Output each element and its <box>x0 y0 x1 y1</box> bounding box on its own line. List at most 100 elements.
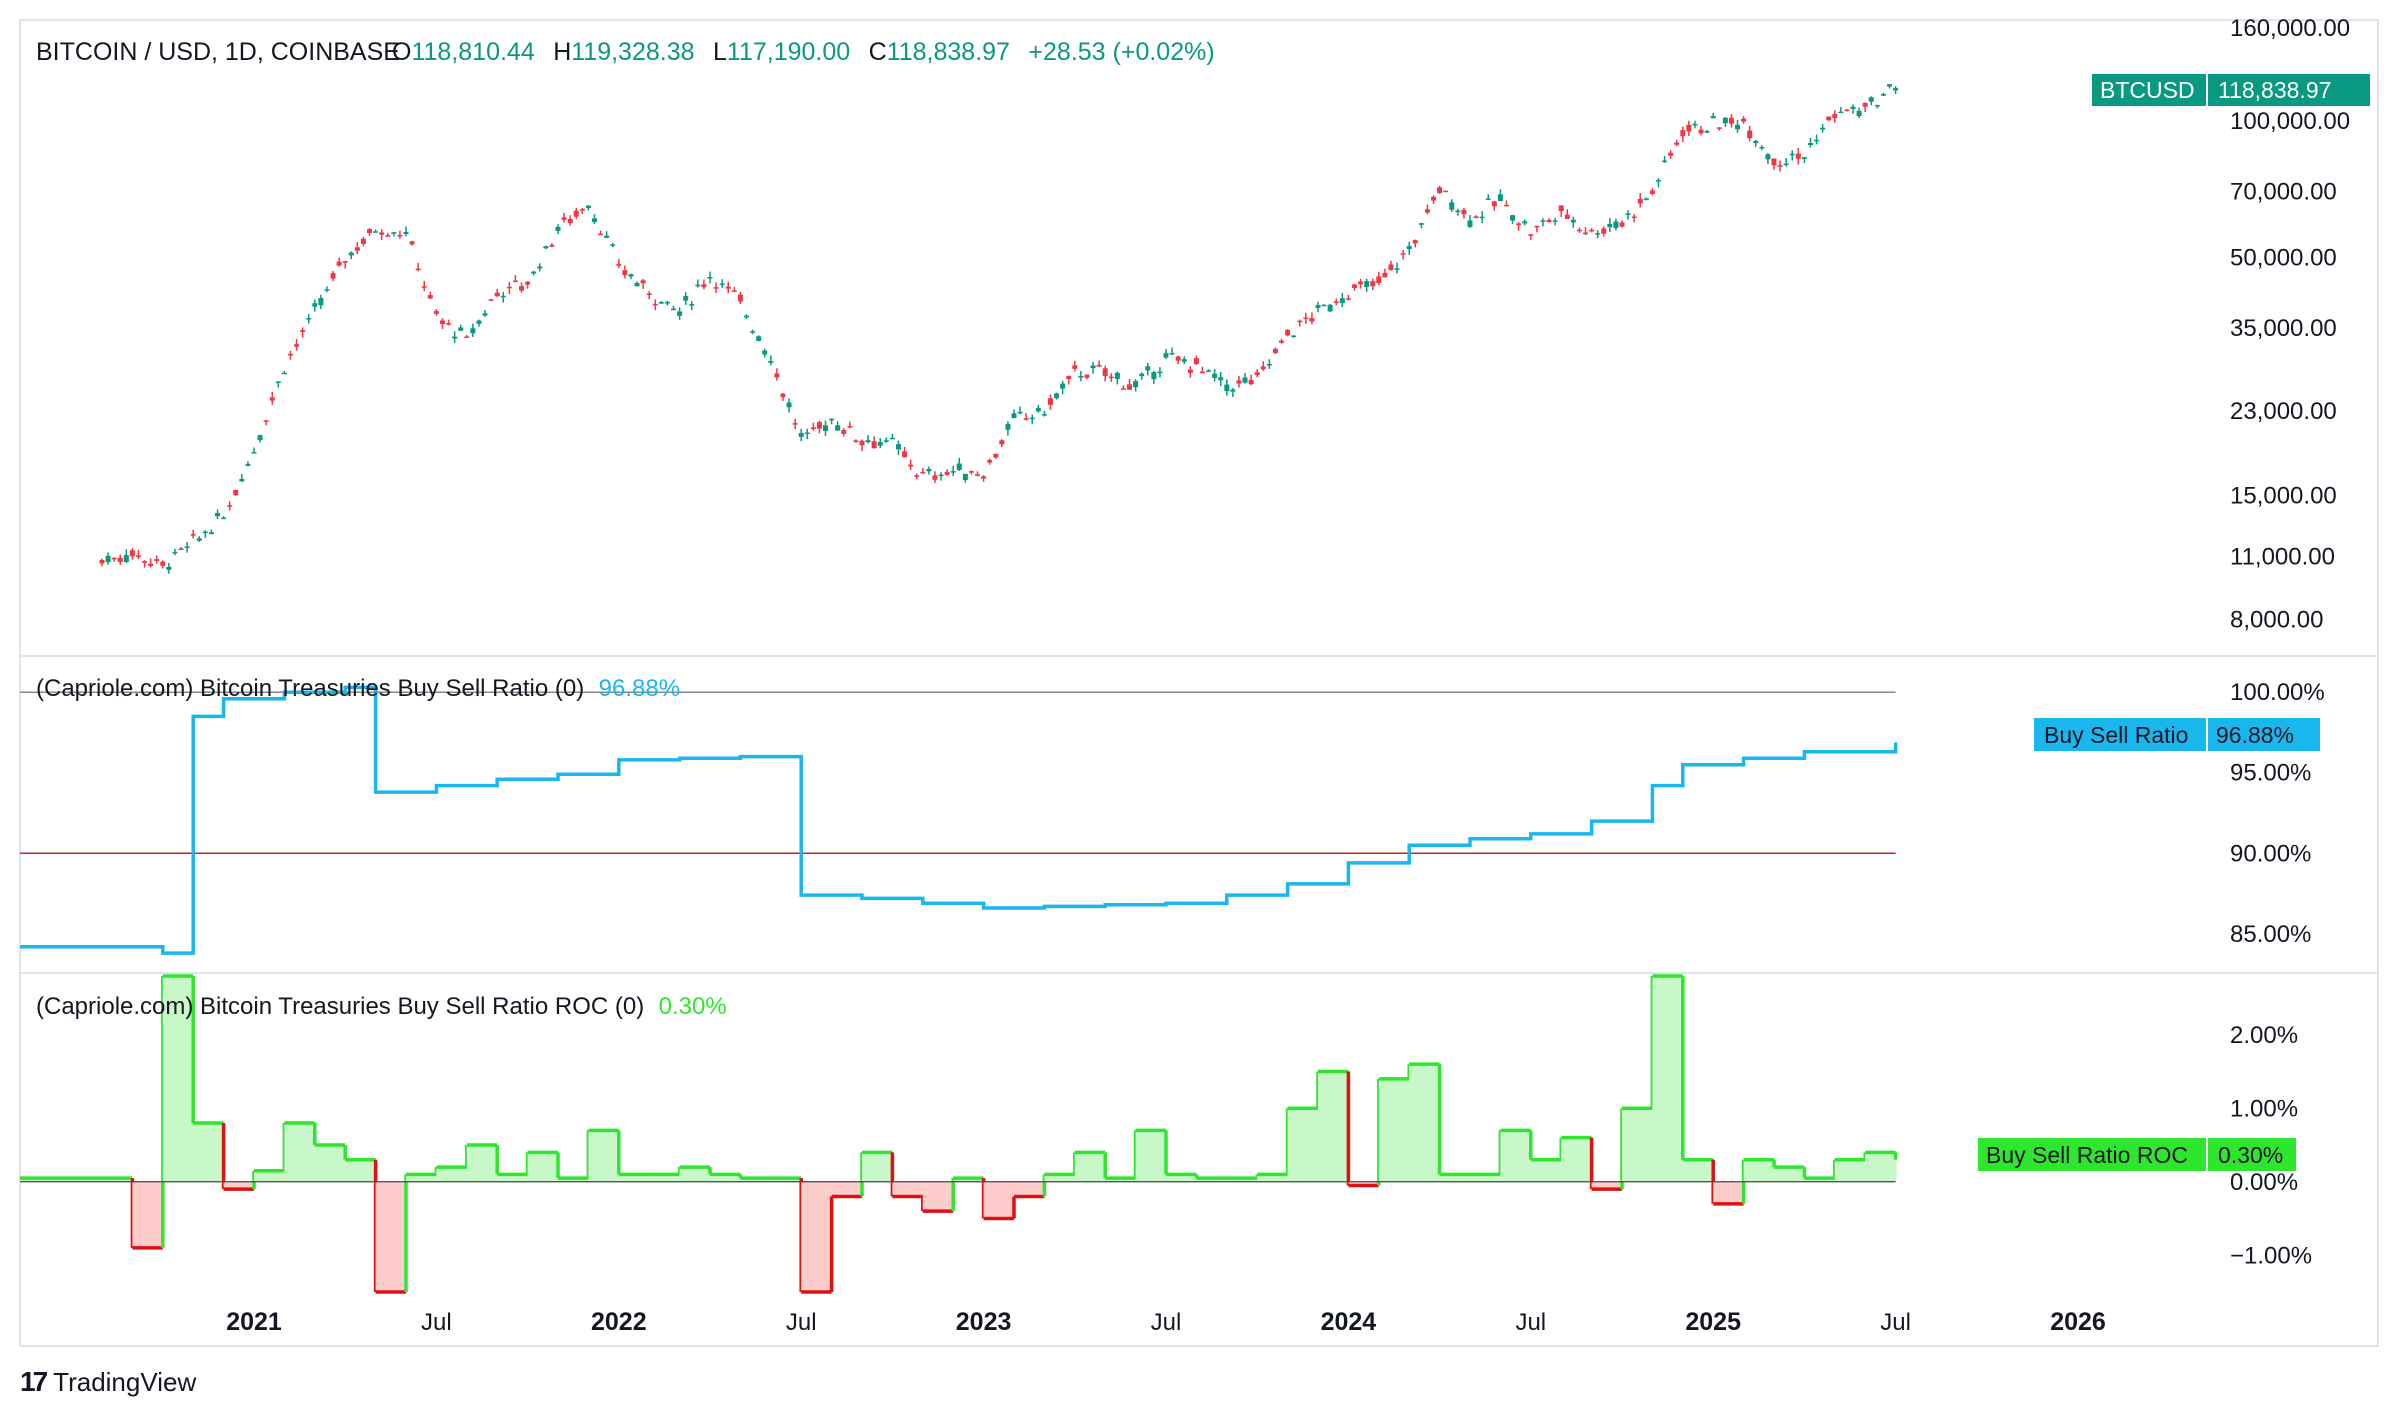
candle-body <box>1455 210 1461 213</box>
roc-area-segment <box>1135 1130 1166 1182</box>
candle-body <box>1534 225 1540 228</box>
candle-body <box>1874 104 1880 107</box>
candle-body <box>1741 118 1747 122</box>
roc-tag[interactable]: Buy Sell Ratio ROC 0.30% <box>1978 1138 2296 1171</box>
candle-body <box>354 247 360 251</box>
candle-body <box>391 232 397 234</box>
ratio-axis[interactable]: 100.00% 95.00% 90.00% 85.00% <box>2230 679 2325 948</box>
candle-body <box>1333 301 1339 303</box>
candle-body <box>1181 359 1187 362</box>
candle-body <box>1552 220 1558 222</box>
roc-area-segment <box>193 1122 224 1182</box>
candle-body <box>294 344 300 347</box>
candle-body <box>1266 364 1272 366</box>
time-tick-3: Jul <box>786 1309 817 1336</box>
candle-body <box>1759 146 1765 149</box>
candle-body <box>549 244 555 247</box>
candle-body <box>525 281 531 285</box>
candle-body <box>1467 220 1473 227</box>
candle-body <box>1248 379 1254 385</box>
candle-body <box>652 303 658 306</box>
tradingview-brand[interactable]: 17 TradingView <box>20 1366 196 1398</box>
candle-body <box>713 287 719 289</box>
price-pane[interactable] <box>99 83 1899 574</box>
roc-area-segment <box>1561 1137 1592 1182</box>
roc-area-segment <box>466 1145 498 1182</box>
price-tag[interactable]: BTCUSD 118,838.97 <box>2092 74 2370 106</box>
candle-body <box>1260 366 1266 370</box>
candle-body <box>233 489 239 496</box>
candle-body <box>944 471 950 475</box>
ratio-tick-2: 90.00% <box>2230 840 2311 867</box>
ratio-tag-name: Buy Sell Ratio <box>2044 722 2188 748</box>
candle-body <box>1041 414 1047 416</box>
ratio-pane[interactable] <box>20 685 1898 955</box>
candle-body <box>373 231 379 233</box>
candle-body <box>786 402 792 408</box>
candle-body <box>1303 317 1309 320</box>
candle-body <box>1795 153 1801 159</box>
candle-body <box>1212 373 1218 378</box>
candle-body <box>1060 383 1066 389</box>
price-tick-3: 50,000.00 <box>2230 245 2337 272</box>
roc-tag-value: 0.30% <box>2218 1142 2283 1168</box>
candle-body <box>409 241 415 245</box>
candle-body <box>1242 377 1248 383</box>
candle-body <box>1595 233 1601 235</box>
candle-body <box>1163 353 1169 358</box>
candle-body <box>1601 228 1607 234</box>
candle-body <box>1443 190 1449 193</box>
roc-area-segment <box>1439 1174 1470 1182</box>
candle-body <box>1765 154 1771 160</box>
roc-area-segment <box>375 1181 406 1292</box>
ratio-tick-0: 100.00% <box>2230 679 2325 706</box>
candle-body <box>841 429 847 434</box>
candle-body <box>1893 88 1899 91</box>
candle-body <box>1224 384 1230 392</box>
candle-body <box>1437 187 1443 194</box>
candle-body <box>190 534 196 536</box>
candle-body <box>1364 281 1370 288</box>
roc-area-segment <box>922 1181 954 1212</box>
candle-body <box>470 328 476 334</box>
time-axis[interactable]: 2021 Jul 2022 Jul 2023 Jul 2024 Jul 2025 Jul 2026 <box>226 1308 2106 1336</box>
candle-body <box>1139 373 1145 377</box>
candle-body <box>975 474 981 476</box>
candle-body <box>1698 129 1704 134</box>
roc-area-segment <box>1044 1174 1075 1182</box>
candle-body <box>1771 158 1777 166</box>
roc-area-segment <box>254 1170 285 1182</box>
candle-body <box>816 422 822 429</box>
candle-body <box>318 298 324 306</box>
candle-body <box>360 238 366 244</box>
roc-area-segment <box>1865 1152 1896 1182</box>
candle-body <box>129 550 135 557</box>
candle-body <box>269 397 275 401</box>
candle-body <box>251 452 257 454</box>
roc-pane[interactable] <box>20 974 1898 1294</box>
price-axis[interactable]: 160,000.00 100,000.00 70,000.00 50,000.00 35… <box>2230 15 2350 634</box>
time-tick-9: Jul <box>1880 1309 1911 1336</box>
ratio-tag[interactable]: Buy Sell Ratio 96.88% <box>2034 718 2320 751</box>
candle-body <box>1321 304 1327 307</box>
roc-area-segment <box>406 1174 437 1182</box>
roc-area-segment <box>1196 1178 1227 1182</box>
candle-body <box>324 289 330 291</box>
candle-body <box>433 311 439 314</box>
candle-body <box>1637 198 1643 204</box>
high-label: H <box>553 38 571 66</box>
roc-tag-value-bg <box>2208 1138 2296 1171</box>
roc-area-segment <box>618 1174 650 1182</box>
candle-body <box>920 472 926 474</box>
roc-axis[interactable]: 2.00% 1.00% 0.00% −1.00% <box>2230 1022 2312 1269</box>
candle-body <box>853 440 859 442</box>
candle-body <box>208 532 214 534</box>
roc-area-segment <box>314 1145 346 1182</box>
ratio-line <box>20 685 1898 955</box>
roc-area-segment <box>679 1167 710 1182</box>
candle-body <box>555 226 561 231</box>
candle-body <box>646 293 652 295</box>
candle-body <box>1339 298 1345 304</box>
candle-body <box>531 271 537 274</box>
